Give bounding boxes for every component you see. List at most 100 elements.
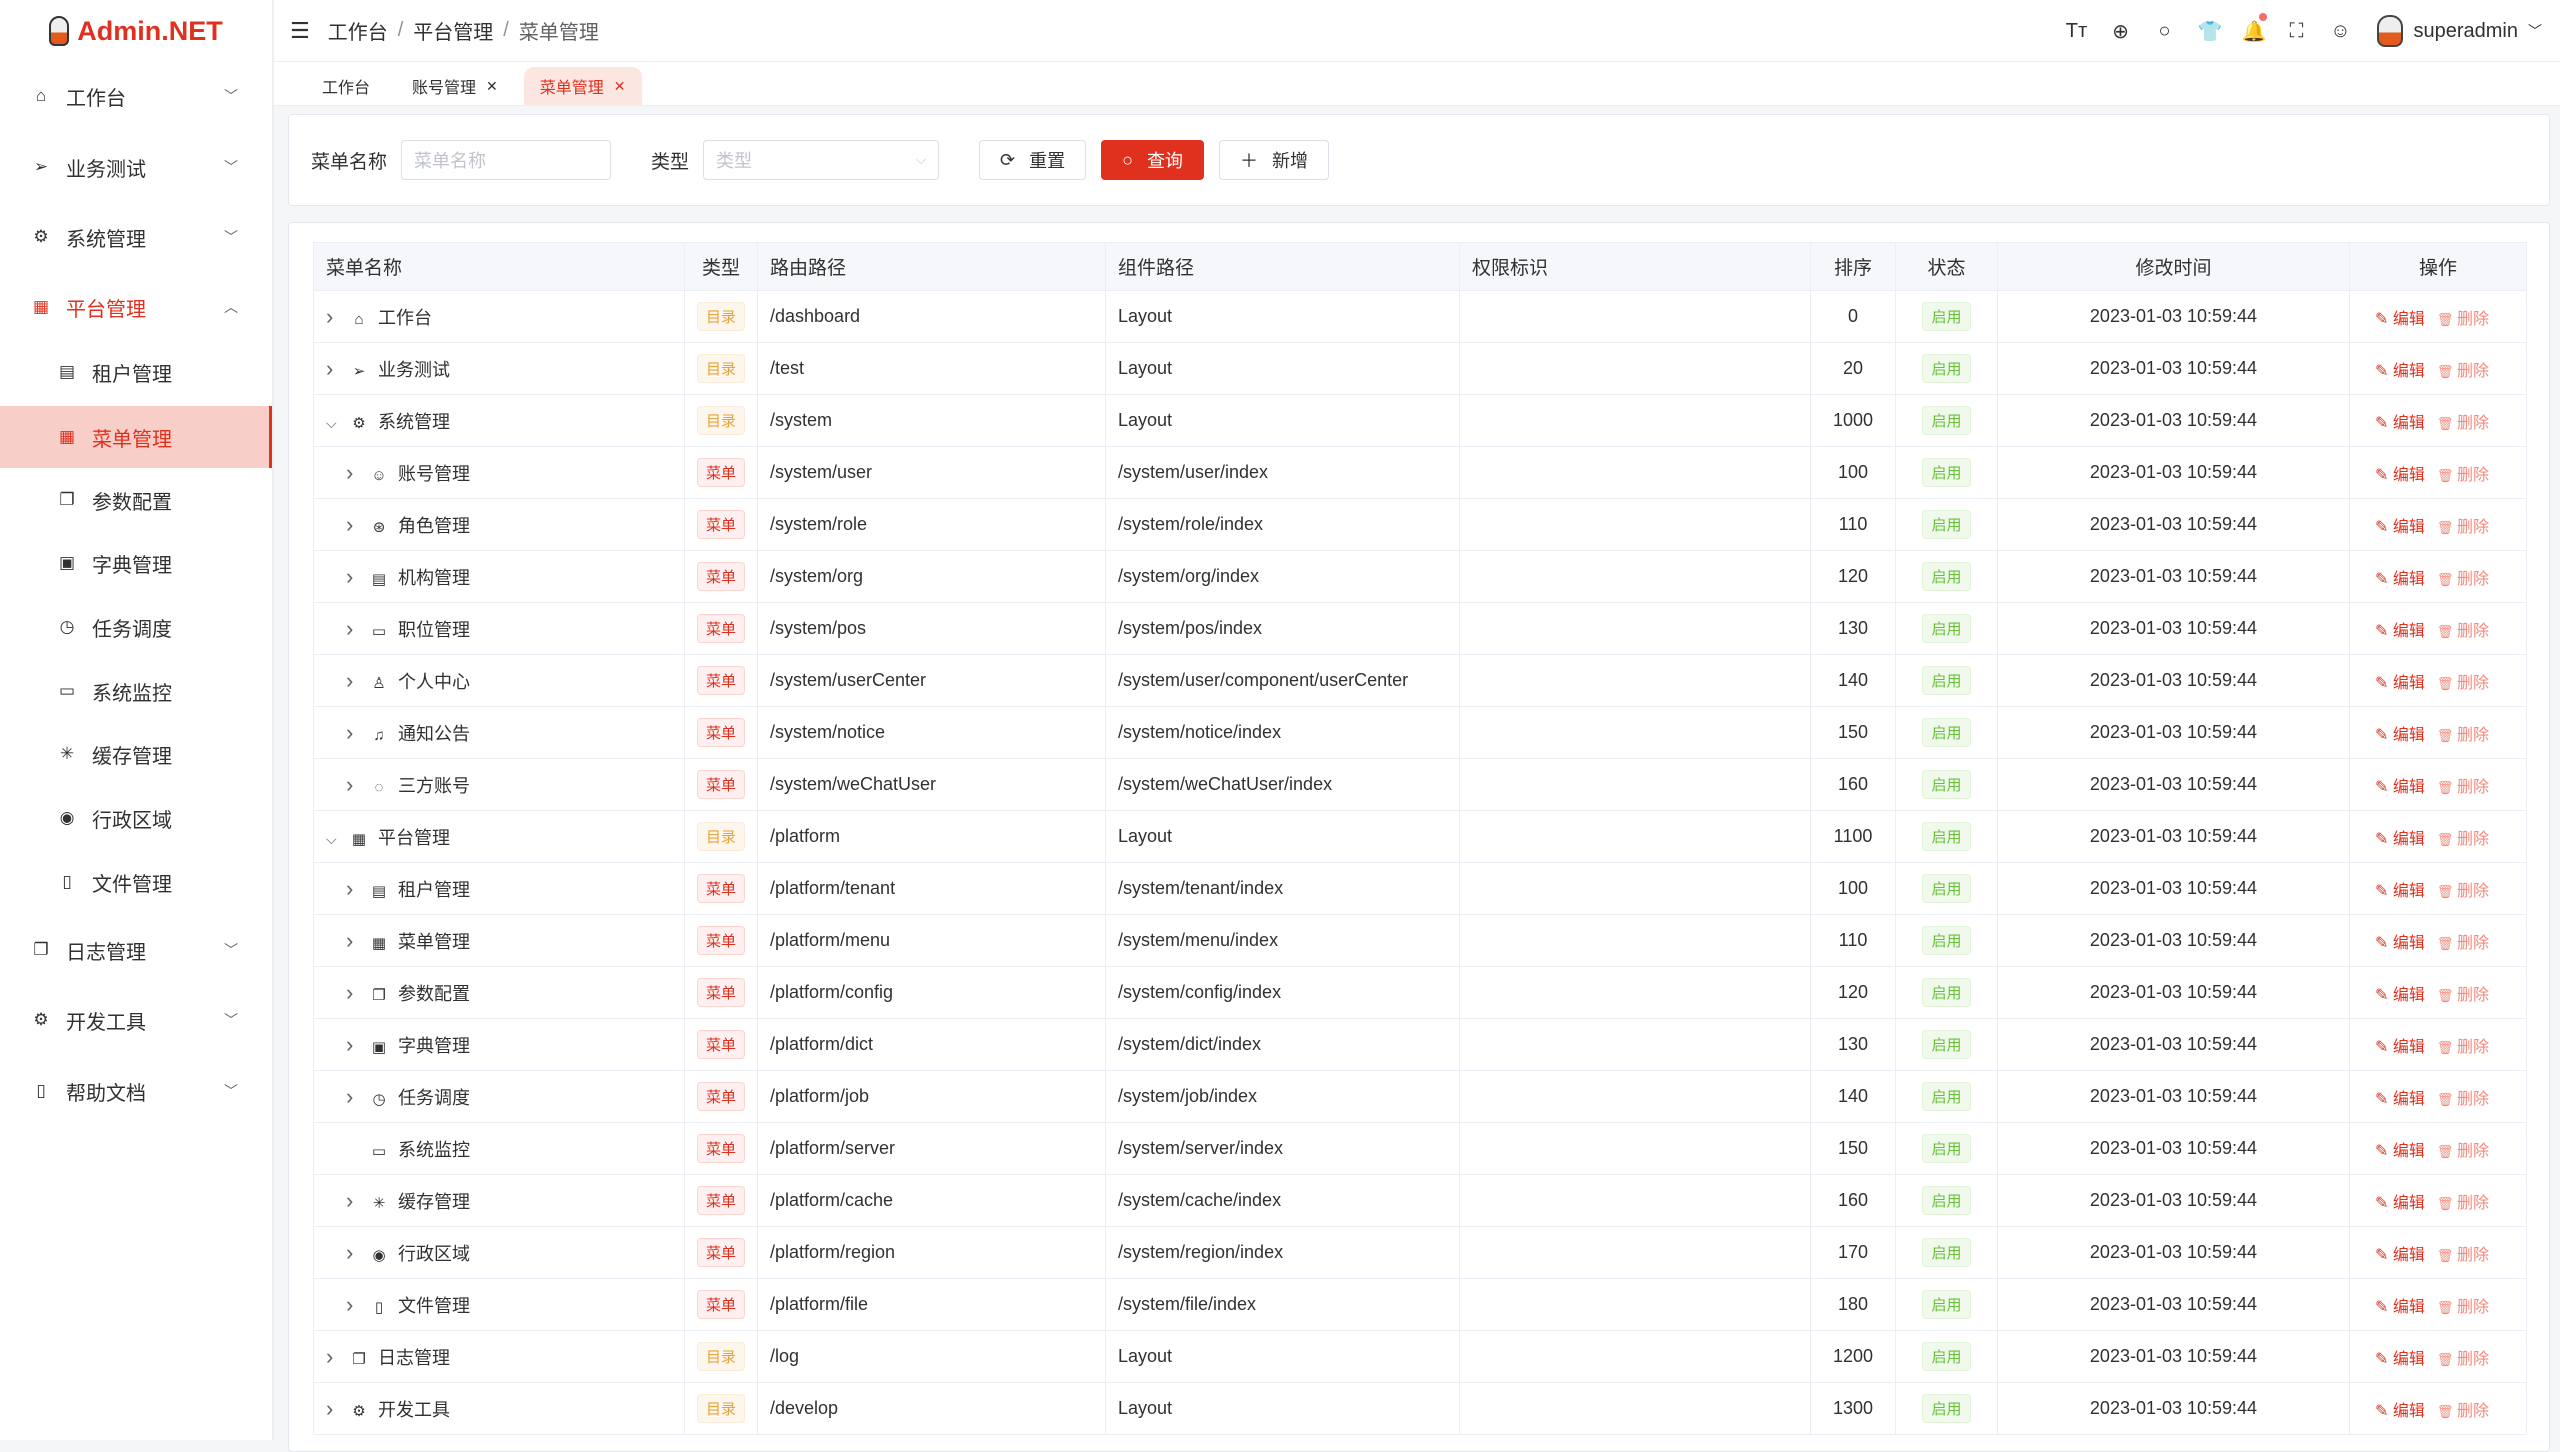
- menu-name-input[interactable]: 菜单名称: [401, 140, 612, 180]
- delete-button[interactable]: 🗑 删除: [2437, 883, 2489, 900]
- tab-2[interactable]: 菜单管理 ✕: [523, 67, 642, 105]
- chevron-right-icon[interactable]: ›: [346, 1239, 354, 1265]
- delete-button[interactable]: 🗑 删除: [2437, 675, 2489, 692]
- type-select[interactable]: 类型 ⌵: [703, 140, 940, 180]
- close-icon[interactable]: ✕: [486, 77, 498, 94]
- delete-button[interactable]: 🗑 删除: [2437, 1403, 2489, 1420]
- query-button[interactable]: ○ 查询: [1101, 140, 1204, 180]
- sidebar-item[interactable]: ➢ 业务测试 ﹀: [0, 137, 272, 197]
- chevron-right-icon[interactable]: ›: [326, 1343, 334, 1369]
- table-row[interactable]: › ◌ 三方账号 菜单/system/weChatUser/system/weChat…: [313, 758, 2527, 811]
- delete-button[interactable]: 🗑 删除: [2437, 467, 2489, 484]
- delete-button[interactable]: 🗑 删除: [2437, 831, 2489, 848]
- sidebar-item[interactable]: ◉ 行政区域: [0, 788, 272, 848]
- delete-button[interactable]: 🗑 删除: [2437, 519, 2489, 536]
- delete-button[interactable]: 🗑 删除: [2437, 571, 2489, 588]
- delete-button[interactable]: 🗑 删除: [2437, 987, 2489, 1004]
- table-row[interactable]: › ♙ 个人中心 菜单/system/userCenter/system/user/c…: [313, 654, 2527, 707]
- edit-button[interactable]: ✎ 编辑: [2375, 675, 2425, 692]
- edit-button[interactable]: ✎ 编辑: [2375, 883, 2425, 900]
- edit-button[interactable]: ✎ 编辑: [2375, 1351, 2425, 1368]
- table-row[interactable]: › ▭ 职位管理 菜单/system/pos/system/pos/index 130 启…: [313, 602, 2527, 655]
- table-row[interactable]: › ▤ 机构管理 菜单/system/org/system/org/index 120 启…: [313, 550, 2527, 603]
- table-row[interactable]: › ⌂ 工作台 目录/dashboard Layout 0 启用 2023-01-03 10:…: [313, 290, 2527, 343]
- edit-button[interactable]: ✎ 编辑: [2375, 1403, 2425, 1420]
- breadcrumb-item[interactable]: 工作台: [327, 22, 388, 44]
- table-row[interactable]: › ◉ 行政区域 菜单/platform/region/system/region/i…: [313, 1226, 2527, 1279]
- delete-button[interactable]: 🗑 删除: [2437, 1039, 2489, 1056]
- table-row[interactable]: › ❐ 参数配置 菜单/platform/config/system/config/i…: [313, 966, 2527, 1019]
- delete-button[interactable]: 🗑 删除: [2437, 1143, 2489, 1160]
- chevron-right-icon[interactable]: ›: [346, 875, 354, 901]
- table-row[interactable]: ⌵ ▦ 平台管理 目录/platform Layout 1100 启用 2023-01-03 …: [313, 810, 2527, 863]
- delete-button[interactable]: 🗑 删除: [2437, 1195, 2489, 1212]
- chevron-right-icon[interactable]: ›: [346, 1291, 354, 1317]
- sidebar-item[interactable]: ⚙ 系统管理 ﹀: [0, 207, 272, 267]
- edit-button[interactable]: ✎ 编辑: [2375, 519, 2425, 536]
- edit-button[interactable]: ✎ 编辑: [2375, 415, 2425, 432]
- sidebar-item[interactable]: ❐ 参数配置: [0, 470, 272, 530]
- tab-0[interactable]: 工作台: [306, 67, 386, 105]
- table-row[interactable]: › ❐ 日志管理 目录/log Layout 1200 启用 2023-01-03 10:59…: [313, 1330, 2527, 1383]
- delete-button[interactable]: 🗑 删除: [2437, 1091, 2489, 1108]
- chevron-right-icon[interactable]: ›: [346, 1187, 354, 1213]
- user-menu[interactable]: superadmin ﹀: [2377, 15, 2542, 47]
- breadcrumb-item[interactable]: 平台管理: [413, 22, 494, 44]
- fullscreen-icon[interactable]: ⛶: [2289, 19, 2304, 42]
- chevron-right-icon[interactable]: ›: [346, 1031, 354, 1057]
- sidebar-item[interactable]: ▦ 平台管理 ︿: [0, 277, 272, 337]
- sidebar-item[interactable]: ▣ 字典管理: [0, 533, 272, 593]
- collapse-menu-icon[interactable]: ☰: [290, 17, 310, 43]
- chevron-right-icon[interactable]: ›: [326, 303, 334, 329]
- table-row[interactable]: ⌵ ⚙ 系统管理 目录/system Layout 1000 启用 2023-01-03 10…: [313, 394, 2527, 447]
- delete-button[interactable]: 🗑 删除: [2437, 1299, 2489, 1316]
- bell-icon[interactable]: 🔔: [2241, 12, 2268, 44]
- edit-button[interactable]: ✎ 编辑: [2375, 1143, 2425, 1160]
- table-row[interactable]: › ➢ 业务测试 目录/test Layout 20 启用 2023-01-03 10:59:…: [313, 342, 2527, 395]
- table-row[interactable]: › ▯ 文件管理 菜单/platform/file/system/file/index…: [313, 1278, 2527, 1331]
- delete-button[interactable]: 🗑 删除: [2437, 727, 2489, 744]
- edit-button[interactable]: ✎ 编辑: [2375, 467, 2425, 484]
- table-row[interactable]: › ▣ 字典管理 菜单/platform/dict/system/dict/index…: [313, 1018, 2527, 1071]
- edit-button[interactable]: ✎ 编辑: [2375, 1091, 2425, 1108]
- chevron-down-icon[interactable]: ⌵: [326, 414, 337, 431]
- sidebar-item[interactable]: ⚙ 开发工具 ﹀: [0, 990, 272, 1050]
- sidebar-item[interactable]: ◷ 任务调度: [0, 597, 272, 657]
- sidebar-item[interactable]: ❐ 日志管理 ﹀: [0, 920, 272, 980]
- logo[interactable]: Admin.NET: [0, 0, 272, 62]
- delete-button[interactable]: 🗑 删除: [2437, 363, 2489, 380]
- sidebar-item[interactable]: ▤ 租户管理: [0, 342, 272, 402]
- chevron-right-icon[interactable]: ›: [346, 615, 354, 641]
- sidebar-item[interactable]: ⌂ 工作台 ﹀: [0, 66, 272, 126]
- edit-button[interactable]: ✎ 编辑: [2375, 779, 2425, 796]
- table-row[interactable]: ▭ 系统监控 菜单/platform/server/system/server/in…: [313, 1122, 2527, 1175]
- edit-button[interactable]: ✎ 编辑: [2375, 311, 2425, 328]
- sidebar-item[interactable]: ▯ 帮助文档 ﹀: [0, 1061, 272, 1121]
- close-icon[interactable]: ✕: [613, 77, 626, 94]
- edit-button[interactable]: ✎ 编辑: [2375, 831, 2425, 848]
- user-icon[interactable]: ☺: [2330, 19, 2351, 42]
- table-row[interactable]: › ✳ 缓存管理 菜单/platform/cache/system/cache/ind…: [313, 1174, 2527, 1227]
- delete-button[interactable]: 🗑 删除: [2437, 779, 2489, 796]
- chevron-right-icon[interactable]: ›: [346, 719, 354, 745]
- edit-button[interactable]: ✎ 编辑: [2375, 727, 2425, 744]
- table-row[interactable]: › ▤ 租户管理 菜单/platform/tenant/system/tenant/i…: [313, 862, 2527, 915]
- edit-button[interactable]: ✎ 编辑: [2375, 363, 2425, 380]
- table-row[interactable]: › ◷ 任务调度 菜单/platform/job/system/job/index 14…: [313, 1070, 2527, 1123]
- delete-button[interactable]: 🗑 删除: [2437, 935, 2489, 952]
- language-icon[interactable]: ⊕: [2112, 20, 2129, 43]
- sidebar-item[interactable]: ▦ 菜单管理: [0, 406, 272, 468]
- sidebar-item[interactable]: ▭ 系统监控: [0, 661, 272, 721]
- table-row[interactable]: › ☺ 账号管理 菜单/system/user/system/user/index 10…: [313, 446, 2527, 499]
- table-row[interactable]: › ▦ 菜单管理 菜单/platform/menu/system/menu/index…: [313, 914, 2527, 967]
- font-size-icon[interactable]: Tт: [2065, 19, 2088, 42]
- table-row[interactable]: › ⊛ 角色管理 菜单/system/role/system/role/index 11…: [313, 498, 2527, 551]
- chevron-right-icon[interactable]: ›: [346, 1083, 354, 1109]
- edit-button[interactable]: ✎ 编辑: [2375, 1247, 2425, 1264]
- skin-icon[interactable]: 👕: [2197, 20, 2223, 43]
- delete-button[interactable]: 🗑 删除: [2437, 311, 2489, 328]
- chevron-right-icon[interactable]: ›: [346, 563, 354, 589]
- chevron-right-icon[interactable]: ›: [346, 667, 354, 693]
- delete-button[interactable]: 🗑 删除: [2437, 1351, 2489, 1368]
- chevron-right-icon[interactable]: ›: [346, 771, 354, 797]
